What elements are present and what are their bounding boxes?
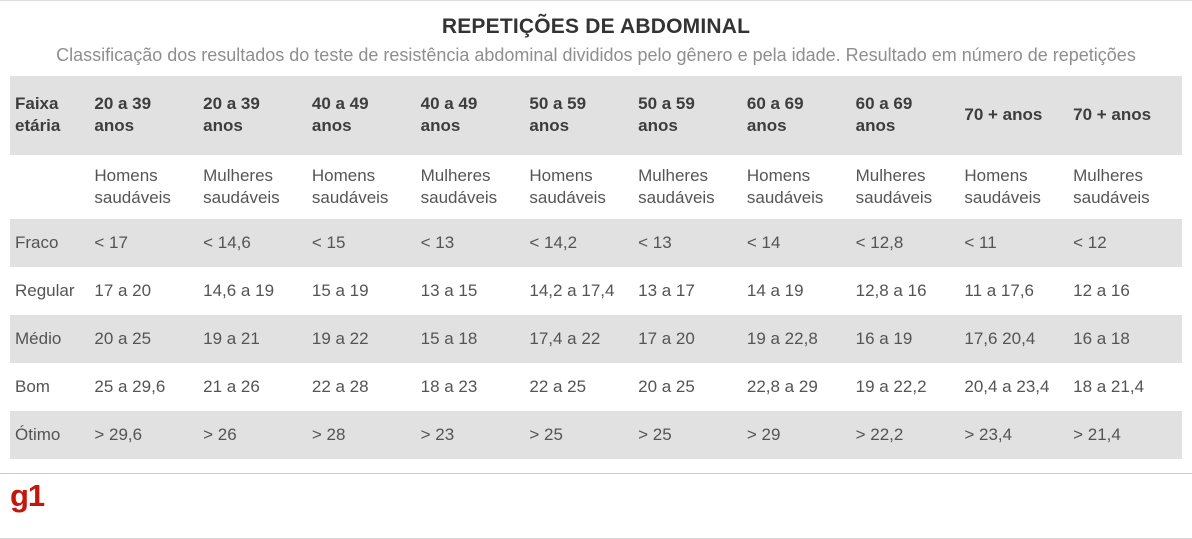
cell: < 13 <box>420 232 455 252</box>
gender-header: Mulheres saudáveis <box>638 165 715 207</box>
age-header: 60 a 69 anos <box>746 94 804 136</box>
cell: 20,4 a 23,4 <box>964 377 1050 397</box>
gender-header: Mulheres saudáveis <box>420 165 498 207</box>
cell: > 25 <box>638 425 672 445</box>
table-row-regular: Regular 17 a 20 14,6 a 19 15 a 19 13 a 1… <box>10 267 1182 315</box>
gender-header-row: Homens saudáveis Mulheres saudáveis Home… <box>10 155 1182 219</box>
cell: 22 a 25 <box>529 377 587 397</box>
age-header-row: Faixa etária 20 a 39 anos 20 a 39 anos 4… <box>10 76 1182 155</box>
table-row-bom: Bom 25 a 29,6 21 a 26 22 a 28 18 a 23 22… <box>10 363 1182 411</box>
age-header: 20 a 39 anos <box>203 94 260 136</box>
cell: 18 a 23 <box>420 377 478 397</box>
cell: 14 a 19 <box>746 280 804 300</box>
cell: 19 a 22,8 <box>746 328 818 348</box>
cell: 18 a 21,4 <box>1073 377 1145 397</box>
cell: < 13 <box>638 232 672 252</box>
cell: 19 a 22 <box>311 328 369 348</box>
footer-divider <box>0 473 1192 475</box>
table-row-fraco: Fraco < 17 < 14,6 < 15 < 13 < 14,2 < 13 … <box>10 218 1182 267</box>
cell: 12,8 a 16 <box>855 280 927 300</box>
classification-table: Faixa etária 20 a 39 anos 20 a 39 anos 4… <box>10 76 1182 460</box>
g1-logo: g1 <box>10 478 45 514</box>
cell: 16 a 18 <box>1073 328 1130 348</box>
table-row-otimo: Ótimo > 29,6 > 26 > 28 > 23 > 25 > 25 > … <box>10 411 1182 460</box>
row-label: Ótimo <box>15 425 61 445</box>
cell: < 12 <box>1073 232 1107 252</box>
gender-header-empty <box>10 155 94 219</box>
cell: > 26 <box>203 425 237 445</box>
cell: > 21,4 <box>1073 425 1121 445</box>
cell: < 15 <box>311 232 346 252</box>
gender-header: Mulheres saudáveis <box>855 165 933 207</box>
age-header: 20 a 39 anos <box>94 94 152 136</box>
cell: > 22,2 <box>855 425 904 445</box>
cell: < 17 <box>94 232 128 252</box>
gender-header: Mulheres saudáveis <box>1073 165 1150 207</box>
cell: 25 a 29,6 <box>94 377 166 397</box>
cell: 19 a 22,2 <box>855 377 927 397</box>
cell: > 23,4 <box>964 425 1013 445</box>
cell: 11 a 17,6 <box>964 280 1035 300</box>
cell: 12 a 16 <box>1073 280 1130 300</box>
row-label: Fraco <box>15 232 59 252</box>
cell: > 28 <box>311 425 346 445</box>
age-header: 40 a 49 anos <box>311 94 369 136</box>
cell: 13 a 17 <box>638 280 695 300</box>
gender-header: Homens saudáveis <box>746 165 824 207</box>
cell: 20 a 25 <box>638 377 695 397</box>
cell: 17,6 20,4 <box>964 328 1036 348</box>
cell: 14,6 a 19 <box>203 280 275 300</box>
cell: < 14 <box>746 232 781 252</box>
cell: 17 a 20 <box>94 280 152 300</box>
cell: 22 a 28 <box>311 377 369 397</box>
page-title: REPETIÇÕES DE ABDOMINAL <box>441 15 751 38</box>
cell: < 12,8 <box>855 232 904 252</box>
age-header: 40 a 49 anos <box>420 94 478 136</box>
age-header: 60 a 69 anos <box>855 94 913 136</box>
table-row-medio: Médio 20 a 25 19 a 21 19 a 22 15 a 18 17… <box>10 314 1182 364</box>
cell: < 11 <box>964 232 997 252</box>
age-header: 50 a 59 anos <box>529 94 587 136</box>
cell: 17 a 20 <box>638 328 695 348</box>
gender-header: Mulheres saudáveis <box>203 165 280 207</box>
gender-header: Homens saudáveis <box>964 165 1041 207</box>
cell: 22,8 a 29 <box>746 377 818 397</box>
cell: > 29 <box>746 425 781 445</box>
cell: 21 a 26 <box>203 377 260 397</box>
row-label: Regular <box>15 280 75 300</box>
cell: < 14,2 <box>529 232 578 252</box>
page-subtitle: Classificação dos resultados do teste de… <box>56 45 1136 65</box>
cell: 17,4 a 22 <box>529 328 601 348</box>
cell: > 29,6 <box>94 425 143 445</box>
corner-header: Faixa etária <box>15 94 61 136</box>
row-label: Bom <box>15 377 50 397</box>
cell: > 25 <box>529 425 563 445</box>
age-header: 70 + anos <box>964 105 1043 125</box>
age-header: 70 + anos <box>1073 105 1152 125</box>
gender-header: Homens saudáveis <box>311 165 389 207</box>
cell: < 14,6 <box>203 232 251 252</box>
cell: 14,2 a 17,4 <box>529 280 615 300</box>
cell: 16 a 19 <box>855 328 913 348</box>
row-label: Médio <box>15 328 62 348</box>
gender-header: Homens saudáveis <box>94 165 171 207</box>
gender-header: Homens saudáveis <box>529 165 606 207</box>
cell: 15 a 19 <box>311 280 369 300</box>
cell: > 23 <box>420 425 455 445</box>
age-header: 50 a 59 anos <box>638 94 695 136</box>
cell: 19 a 21 <box>203 328 260 348</box>
cell: 20 a 25 <box>94 328 152 348</box>
cell: 15 a 18 <box>420 328 478 348</box>
cell: 13 a 15 <box>420 280 478 300</box>
